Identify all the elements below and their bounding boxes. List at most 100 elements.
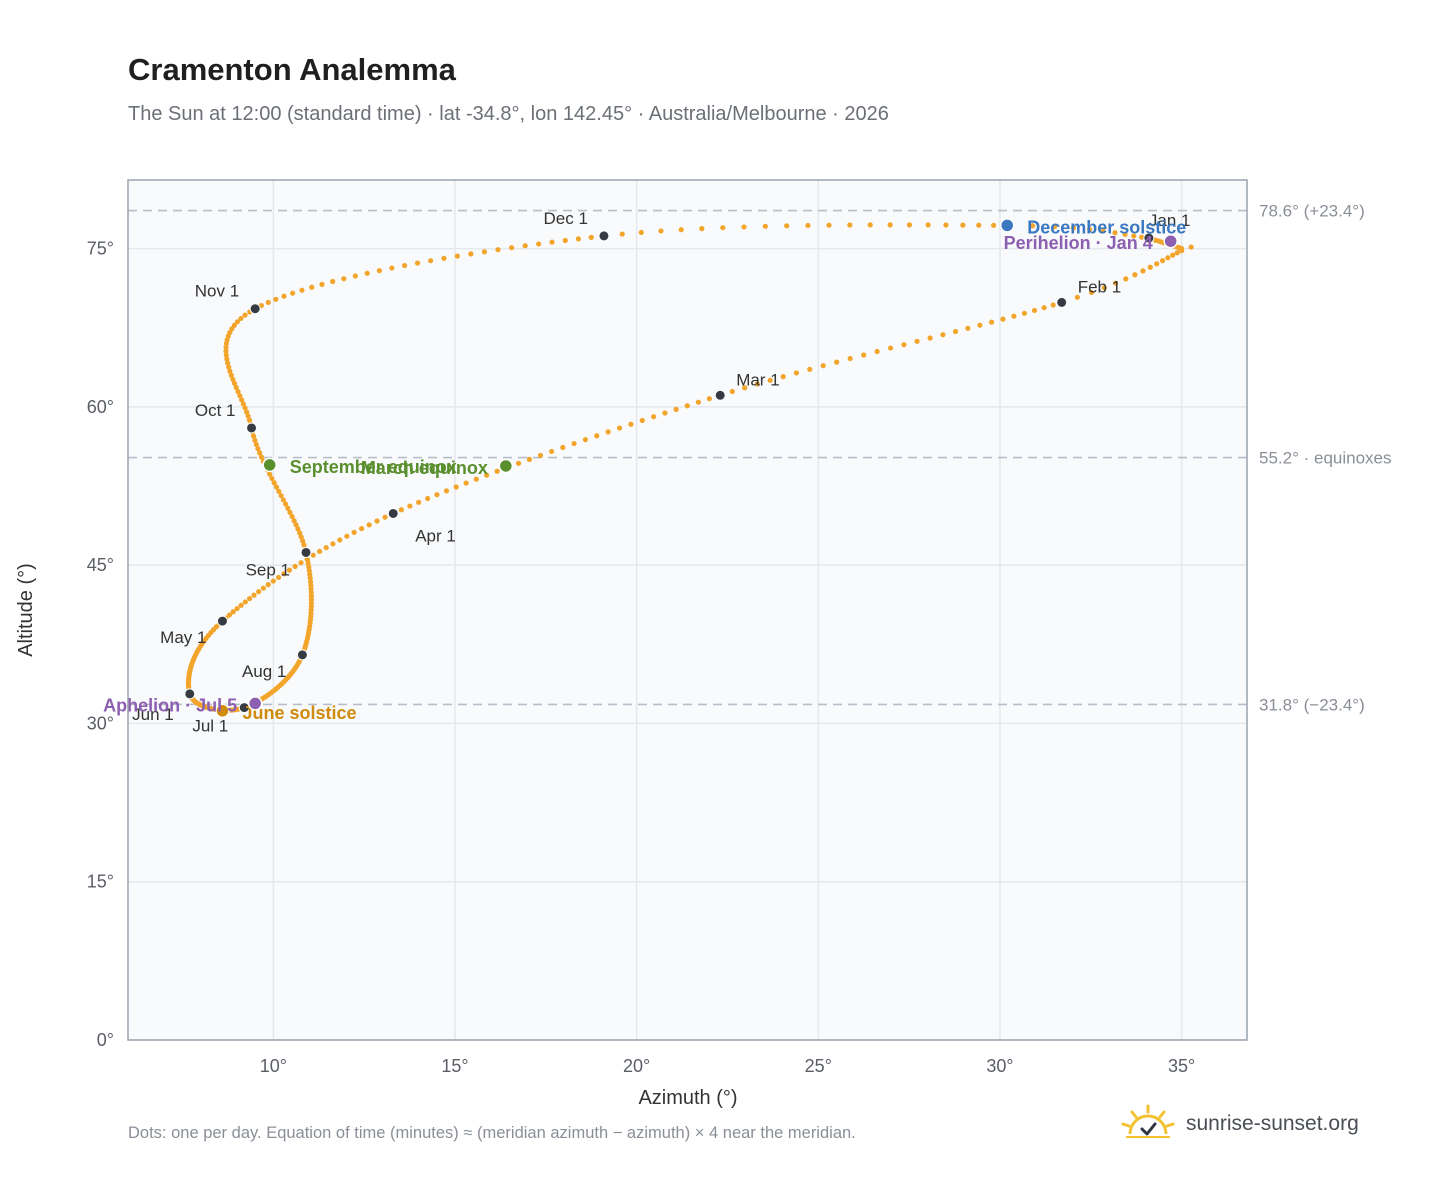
daily-sun-dot <box>515 460 522 466</box>
daily-sun-dot <box>231 322 237 328</box>
daily-sun-dot <box>267 471 273 477</box>
event-label: June solstice <box>242 703 356 723</box>
daily-sun-dot <box>1070 225 1077 231</box>
month-label: Nov 1 <box>195 282 239 301</box>
daily-sun-dot <box>234 319 240 325</box>
daily-sun-dot <box>742 385 748 391</box>
daily-sun-dot <box>977 322 983 328</box>
daily-sun-dot <box>242 405 248 411</box>
daily-sun-dot <box>382 514 388 520</box>
month-marker <box>249 303 261 315</box>
daily-sun-dot <box>1101 285 1107 291</box>
brand-logo[interactable]: sunrise-sunset.org <box>1120 1104 1359 1144</box>
daily-sun-dot <box>237 393 243 399</box>
daily-sun-dot <box>414 260 421 266</box>
daily-sun-dot <box>1074 294 1080 300</box>
daily-sun-dot <box>376 268 382 274</box>
y-axis-ticks: 0° 15° 30° 45° 60° 75° <box>87 239 114 1050</box>
daily-sun-dot <box>695 399 701 405</box>
daily-sun-dot <box>309 284 315 290</box>
month-label: Jun 1 <box>132 705 174 724</box>
daily-sun-dot <box>257 450 263 456</box>
daily-sun-dot <box>223 348 229 354</box>
daily-sun-dot <box>463 480 469 486</box>
daily-sun-dot <box>793 370 800 376</box>
daily-sun-dot <box>244 409 250 415</box>
x-tick-label: 25° <box>805 1056 832 1076</box>
daily-sun-dot <box>416 499 422 505</box>
daily-sun-dot <box>239 397 245 403</box>
daily-sun-dot <box>428 258 434 264</box>
daily-sun-dot <box>269 475 275 482</box>
daily-sun-dot <box>914 338 920 344</box>
daily-sun-dot <box>289 513 295 520</box>
x-axis-title: Azimuth (°) <box>638 1087 737 1109</box>
daily-sun-dot <box>425 495 431 502</box>
month-marker <box>238 702 250 714</box>
reference-line-label: 78.6° (+23.4°) <box>1259 202 1365 221</box>
daily-sun-dot <box>290 290 296 296</box>
daily-sun-dot <box>224 356 230 362</box>
daily-sun-dot <box>228 372 234 378</box>
daily-sun-dot <box>281 293 287 299</box>
daily-sun-dot <box>699 226 705 232</box>
daily-sun-dot <box>453 484 459 490</box>
daily-sun-dot <box>270 578 276 584</box>
reference-line-label: 31.8° (−23.4°) <box>1259 695 1365 714</box>
daily-sun-dot <box>330 541 336 547</box>
daily-sun-dot <box>366 522 372 528</box>
daily-sun-dot <box>638 229 644 235</box>
reference-line-label: 55.2° · equinoxes <box>1259 449 1392 468</box>
daily-sun-dot <box>925 222 931 228</box>
event-label: September equinox <box>290 457 457 477</box>
daily-sun-dot <box>522 243 528 249</box>
y-tick-label: 0° <box>97 1030 114 1050</box>
daily-sun-dot <box>594 433 600 439</box>
daily-sun-dot <box>246 417 253 423</box>
month-marker <box>216 615 228 627</box>
x-axis-ticks: 10° 15° 20° 25° 30° 35° <box>260 1056 1196 1076</box>
daily-sun-dot <box>330 278 336 285</box>
daily-sun-dot <box>233 384 239 391</box>
month-marker <box>598 230 610 242</box>
daily-sun-dot <box>560 444 566 451</box>
daily-sun-dot <box>1088 289 1095 296</box>
month-label: Dec 1 <box>544 209 588 228</box>
daily-sun-dot <box>319 281 325 287</box>
daily-sun-dot <box>861 352 867 358</box>
month-label: Mar 1 <box>736 370 779 389</box>
daily-sun-dot <box>1131 233 1137 239</box>
daily-sun-dot <box>658 228 664 234</box>
daily-sun-dot <box>549 239 555 245</box>
daily-sun-dot <box>407 503 413 509</box>
daily-sun-dot <box>537 452 544 459</box>
month-label: Sep 1 <box>246 560 290 579</box>
daily-sun-dot <box>242 312 248 318</box>
daily-sun-dot <box>805 222 811 229</box>
daily-sun-dot <box>1174 250 1180 256</box>
x-tick-label: 20° <box>623 1056 650 1076</box>
daily-sun-dot <box>1188 244 1194 250</box>
daily-sun-dot <box>729 388 735 395</box>
daily-sun-dot <box>847 222 853 228</box>
daily-sun-dot <box>484 472 490 478</box>
daily-sun-dot <box>1086 226 1093 232</box>
daily-sun-dot <box>965 325 971 331</box>
daily-sun-dot <box>834 359 840 365</box>
month-marker <box>1056 296 1068 308</box>
daily-sun-dot <box>238 315 244 322</box>
daily-sun-dot <box>298 560 304 566</box>
daily-sun-dot <box>1050 302 1056 308</box>
daily-sun-dot <box>295 526 301 532</box>
daily-sun-dot <box>1100 228 1106 234</box>
sun-logo-icon <box>1121 1104 1175 1138</box>
daily-sun-dot <box>223 352 229 358</box>
daily-sun-dot <box>927 335 933 341</box>
daily-sun-dot <box>256 589 262 595</box>
brand-name: sunrise-sunset.org <box>1186 1112 1359 1135</box>
daily-sun-dot <box>251 592 257 598</box>
daily-sun-dot <box>1123 276 1129 282</box>
daily-sun-dot <box>238 602 244 608</box>
month-label: May 1 <box>160 628 206 647</box>
daily-sun-dot <box>298 534 304 540</box>
